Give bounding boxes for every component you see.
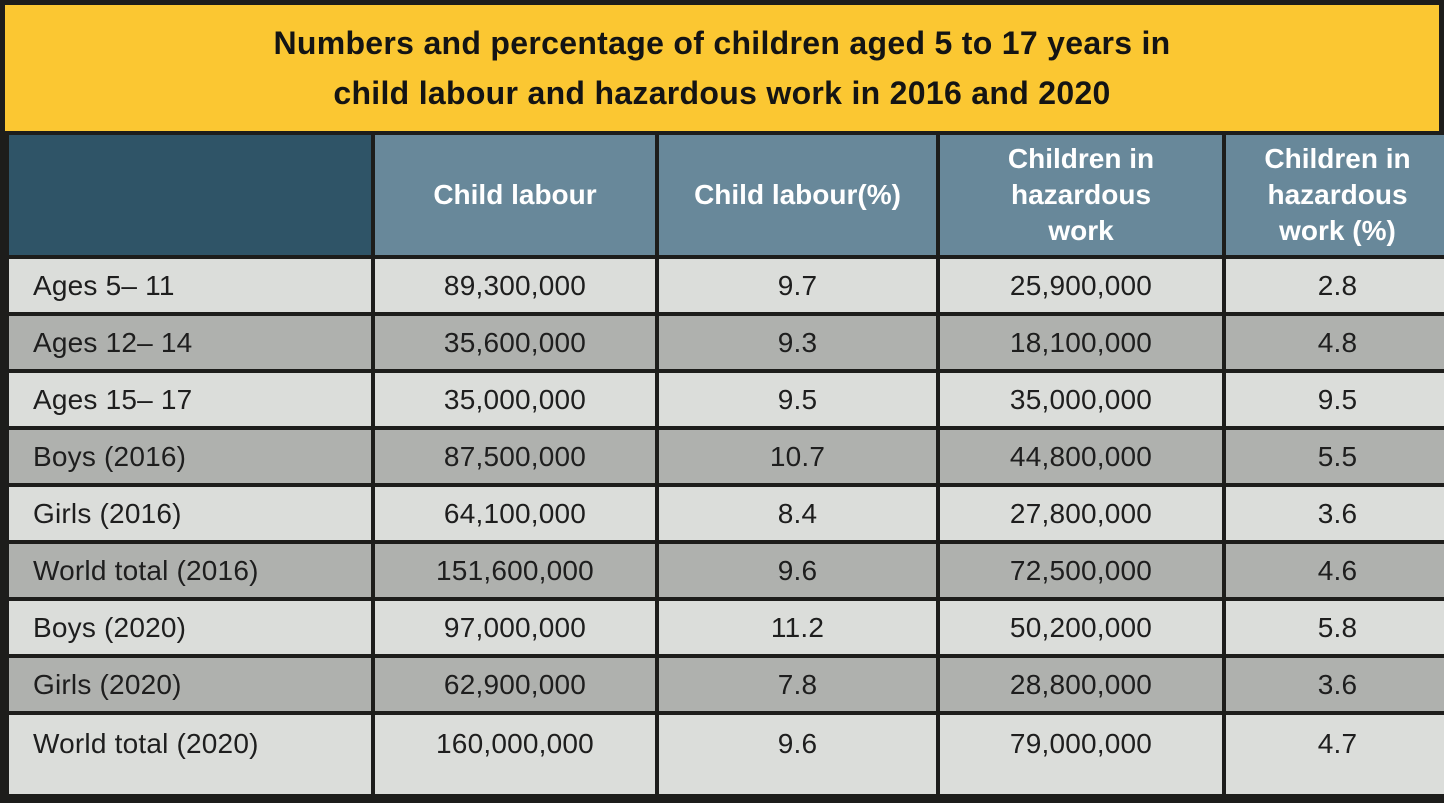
header-row: Child labour Child labour(%) Children in… <box>5 131 1444 259</box>
corner-header-cell <box>5 131 375 259</box>
cell-value: 9.5 <box>1222 369 1444 430</box>
cell-value: 25,900,000 <box>936 255 1226 316</box>
row-label: Girls (2016) <box>5 483 375 544</box>
row-label: World total (2016) <box>5 540 375 601</box>
cell-value: 10.7 <box>655 426 940 487</box>
column-header-child-labour: Child labour <box>371 131 659 259</box>
cell-value: 9.6 <box>655 540 940 601</box>
cell-value: 35,000,000 <box>371 369 659 430</box>
table-row: Ages 5– 11 89,300,000 9.7 25,900,000 2.8 <box>5 255 1444 316</box>
row-label: Boys (2016) <box>5 426 375 487</box>
column-header-label: Children in hazardous work <box>1007 143 1155 246</box>
cell-value: 4.6 <box>1222 540 1444 601</box>
data-table: Child labour Child labour(%) Children in… <box>5 131 1444 798</box>
table-row: Boys (2016) 87,500,000 10.7 44,800,000 5.5 <box>5 426 1444 487</box>
table-row: World total (2020) 160,000,000 9.6 79,000,0… <box>5 711 1444 798</box>
cell-value: 18,100,000 <box>936 312 1226 373</box>
cell-value: 72,500,000 <box>936 540 1226 601</box>
cell-value: 44,800,000 <box>936 426 1226 487</box>
table-row: Ages 15– 17 35,000,000 9.5 35,000,000 9.5 <box>5 369 1444 430</box>
cell-value: 4.7 <box>1222 711 1444 798</box>
row-label: Boys (2020) <box>5 597 375 658</box>
title-line-1: Numbers and percentage of children aged … <box>273 24 1171 61</box>
cell-value: 62,900,000 <box>371 654 659 715</box>
column-header-label: Children in hazardous work (%) <box>1264 143 1411 246</box>
row-label: Girls (2020) <box>5 654 375 715</box>
cell-value: 27,800,000 <box>936 483 1226 544</box>
table-row: Girls (2016) 64,100,000 8.4 27,800,000 3.6 <box>5 483 1444 544</box>
table-row: Ages 12– 14 35,600,000 9.3 18,100,000 4.8 <box>5 312 1444 373</box>
column-header-label: Child labour(%) <box>694 179 901 211</box>
row-label: World total (2020) <box>5 711 375 798</box>
figure-title: Numbers and percentage of children aged … <box>5 5 1439 131</box>
cell-value: 28,800,000 <box>936 654 1226 715</box>
cell-value: 35,000,000 <box>936 369 1226 430</box>
cell-value: 5.5 <box>1222 426 1444 487</box>
cell-value: 2.8 <box>1222 255 1444 316</box>
cell-value: 4.8 <box>1222 312 1444 373</box>
table-row: Boys (2020) 97,000,000 11.2 50,200,000 5.8 <box>5 597 1444 658</box>
cell-value: 3.6 <box>1222 654 1444 715</box>
cell-value: 9.6 <box>655 711 940 798</box>
cell-value: 5.8 <box>1222 597 1444 658</box>
cell-value: 11.2 <box>655 597 940 658</box>
column-header-child-labour-pct: Child labour(%) <box>655 131 940 259</box>
column-header-label: Child labour <box>433 179 597 211</box>
cell-value: 8.4 <box>655 483 940 544</box>
column-header-hazardous-work-pct: Children in hazardous work (%) <box>1222 131 1444 259</box>
cell-value: 3.6 <box>1222 483 1444 544</box>
cell-value: 7.8 <box>655 654 940 715</box>
table-body: Ages 5– 11 89,300,000 9.7 25,900,000 2.8 Ages… <box>5 255 1444 798</box>
column-header-hazardous-work: Children in hazardous work <box>936 131 1226 259</box>
table-row: World total (2016) 151,600,000 9.6 72,500,0… <box>5 540 1444 601</box>
cell-value: 87,500,000 <box>371 426 659 487</box>
cell-value: 50,200,000 <box>936 597 1226 658</box>
cell-value: 89,300,000 <box>371 255 659 316</box>
cell-value: 79,000,000 <box>936 711 1226 798</box>
row-label: Ages 5– 11 <box>5 255 375 316</box>
cell-value: 64,100,000 <box>371 483 659 544</box>
row-label: Ages 12– 14 <box>5 312 375 373</box>
title-line-2: child labour and hazardous work in 2016 … <box>333 74 1111 111</box>
cell-value: 97,000,000 <box>371 597 659 658</box>
cell-value: 9.5 <box>655 369 940 430</box>
row-label: Ages 15– 17 <box>5 369 375 430</box>
cell-value: 9.3 <box>655 312 940 373</box>
cell-value: 160,000,000 <box>371 711 659 798</box>
cell-value: 35,600,000 <box>371 312 659 373</box>
cell-value: 9.7 <box>655 255 940 316</box>
table-row: Girls (2020) 62,900,000 7.8 28,800,000 3.6 <box>5 654 1444 715</box>
cell-value: 151,600,000 <box>371 540 659 601</box>
